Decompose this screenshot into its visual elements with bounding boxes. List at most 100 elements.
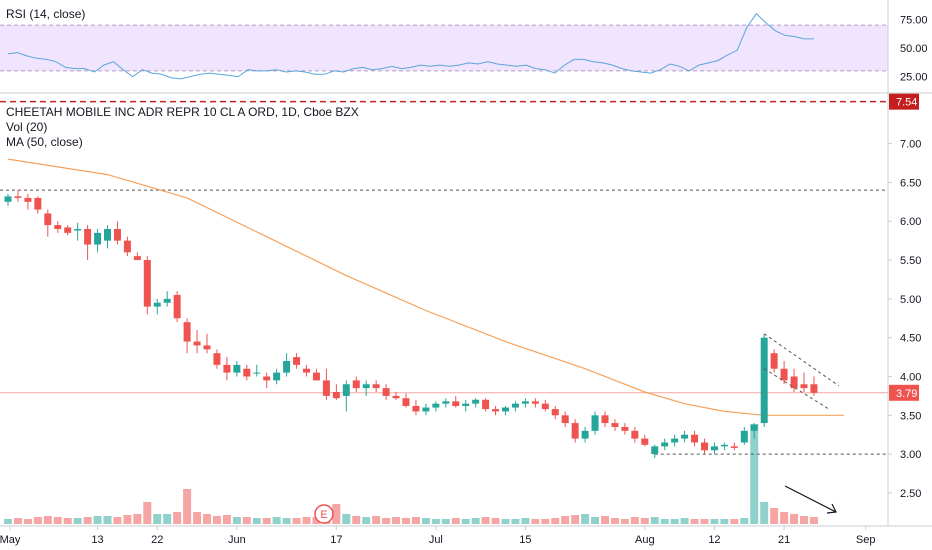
rsi-tick-label: 25.00 [900,72,928,84]
volume-bar [770,508,779,524]
volume-bar [650,517,659,524]
time-tick-label: 22 [151,534,163,546]
volume-bar [222,515,231,524]
volume-bar [491,518,500,524]
volume-bar [421,518,430,524]
candle-body [790,376,798,389]
candle-body [14,196,22,198]
time-tick-label: May [0,534,21,546]
candle-body [303,368,310,373]
candle-body [671,438,679,443]
volume-bar [272,517,281,524]
candle-body [322,380,330,396]
candle-body [392,395,400,399]
candle-body [64,227,72,233]
candle-body [123,240,131,253]
candle-body [183,322,191,342]
chart-title: CHEETAH MOBILE INC ADR REPR 10 CL A ORD,… [6,105,359,119]
candle-body [531,401,539,404]
candle-body [571,423,579,439]
candle-body [263,376,271,381]
candle-body [84,228,92,245]
candle-body [521,401,529,404]
volume-bar [451,518,460,524]
time-axis[interactable]: May 13 22 Jun 17 Jul 15 Aug 12 21 Sep [0,526,875,546]
volume-bar [123,515,132,524]
candle-body [283,360,291,373]
volume-bar [332,504,341,524]
price-tick-label: 3.50 [900,410,921,422]
candle-body [312,372,320,381]
candle-body [342,384,350,396]
candle-body [293,357,301,365]
time-tick-label: 17 [330,534,342,546]
flag-channel-lower[interactable] [763,368,830,410]
volume-bar [13,518,22,524]
volume-bar [302,517,311,524]
earnings-marker[interactable]: E [314,504,334,524]
price-pane: E CHEETAH MOBILE INC ADR REPR 10 CL A OR… [0,100,888,524]
candle-body [44,213,52,226]
legend-volume: Vol (20) [6,120,47,134]
volume-bar [362,517,371,524]
candle-body [661,442,669,447]
candle-body [511,403,519,408]
candle-body [173,294,181,319]
volume-bar [63,518,72,524]
volume-bar [232,517,241,524]
candle-body [104,228,111,241]
volume-bar [242,517,251,524]
volume-bar [183,489,192,524]
candle-body [651,446,659,455]
price-tick-label: 3.00 [900,449,921,461]
level-tag: 7.54 [889,93,919,110]
candle-body [452,401,460,406]
rsi-label: RSI (14, close) [6,7,85,21]
volume-bar [660,519,669,524]
rsi-tick-label: 75.00 [900,14,928,26]
candle-body [243,368,251,377]
down-arrow-annotation[interactable] [784,485,837,514]
volume-bar [33,517,42,524]
candle-body [541,403,549,410]
volume-bar [113,517,122,524]
candle-body [730,446,738,448]
ma50-line [7,158,844,416]
candle-body [372,384,380,389]
candle-body [163,298,171,303]
volume-bar [630,517,639,524]
volume-bar [511,519,520,524]
volume-bar [601,516,609,524]
time-tick-label: 15 [519,534,531,546]
candle-body [422,407,430,412]
rsi-axis: 25.00 50.00 75.00 [900,14,928,83]
volume-bar [133,514,142,524]
candle-body [581,430,589,439]
candle-body [641,438,649,445]
price-tick-label: 2.50 [900,488,921,500]
candle-body [601,415,609,424]
price-axis[interactable]: 2.50 3.00 3.50 4.00 4.50 5.00 5.50 6.00 6.50 7.00 [888,139,921,500]
volume-bar [481,517,490,524]
candle-body [800,384,808,389]
volume-bar [790,514,799,524]
volume-bar [262,518,271,524]
volume-bar [4,519,12,524]
volume-bar [292,518,301,524]
candle-body [382,388,390,396]
candle-body [442,401,450,404]
candle-body [631,430,639,439]
candle-body [681,434,689,439]
volume-bar [411,517,420,524]
candle-body [462,403,470,406]
volume-bar [591,517,600,524]
price-tick-label: 6.50 [900,177,921,189]
candle-body [502,407,509,412]
volume-bar [143,502,152,524]
volume-bar [700,519,709,524]
level-tag-text: 7.54 [896,97,917,109]
candle-body [770,353,778,369]
volume-bar [620,519,629,524]
candle-body [810,384,818,393]
